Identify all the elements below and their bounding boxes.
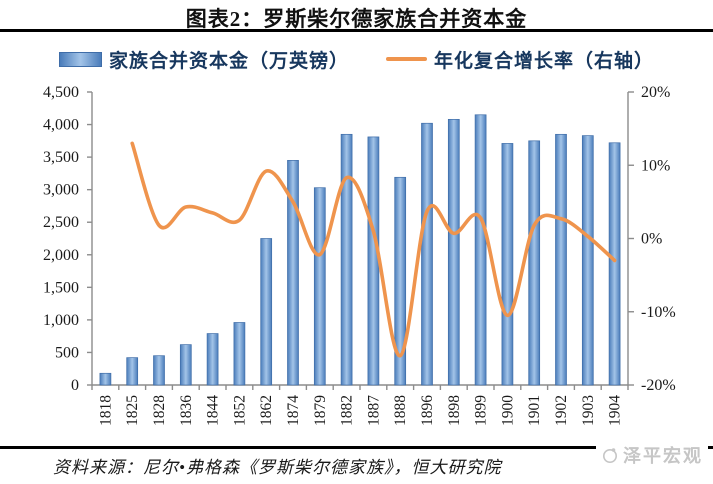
footer-divider [0, 446, 713, 449]
left-axis-tick-label: 1,500 [43, 279, 79, 296]
x-axis-category-label: 1874 [285, 395, 302, 426]
left-axis-tick-label: 4,500 [43, 85, 79, 101]
capital-bar [501, 143, 514, 386]
capital-bar [206, 333, 219, 386]
capital-bar [447, 118, 460, 386]
capital-bar [233, 322, 246, 386]
left-axis-tick-label: 500 [55, 344, 79, 361]
left-axis-tick-label: 0 [71, 377, 79, 394]
capital-bar [555, 133, 567, 386]
legend: 家族合并资本金（万英镑） 年化复合增长率（右轴） [0, 44, 713, 74]
x-axis-category-label: 1825 [124, 395, 141, 426]
capital-bar [126, 357, 139, 386]
x-axis-category-label: 1902 [553, 395, 570, 426]
x-axis-category-label: 1844 [205, 395, 222, 426]
line-series-swatch [386, 57, 427, 61]
combo-chart: 0 500 1,000 1,500 2,000 2,500 3,000 3,500 4,000 4… [43, 85, 676, 426]
legend-item-capital: 家族合并资本金（万英镑） [58, 46, 349, 73]
right-axis-tick-label: 0% [641, 231, 662, 248]
x-axis-category-label: 1882 [339, 395, 356, 426]
capital-bar [421, 122, 433, 386]
capital-bar [474, 114, 487, 386]
chart-title: 图表2：罗斯柴尔德家族合并资本金 [185, 7, 528, 31]
watermark: 泽平宏观 [596, 440, 708, 470]
x-axis-category-label: 1828 [151, 395, 168, 426]
capital-bar [340, 133, 353, 386]
growth-rate-line [130, 141, 617, 358]
x-axis-category-label: 1836 [178, 395, 195, 426]
line-series-label: 年化复合增长率（右轴） [434, 50, 655, 72]
capital-bar [153, 355, 165, 386]
x-axis-category-label: 1900 [499, 395, 516, 426]
right-axis-tick-label: -10% [641, 304, 676, 321]
left-axis-tick-label: 2,000 [43, 247, 79, 264]
capital-bar [99, 372, 112, 386]
source-note: 资料来源：尼尔•弗格森《罗斯柴尔德家族》，恒大研究院 [53, 458, 502, 477]
x-axis-category-label: 1818 [97, 395, 114, 426]
capital-bar [260, 238, 273, 386]
x-axis-category-label: 1898 [446, 395, 463, 426]
x-axis-category-label: 1901 [526, 395, 543, 426]
capital-bar [287, 160, 299, 386]
capital-bar [394, 176, 407, 386]
left-axis-tick-label: 1,000 [43, 312, 79, 329]
right-axis-tick-label: 20% [641, 85, 670, 101]
legend-item-growth: 年化复合增长率（右轴） [386, 46, 654, 73]
x-axis-category-label: 1903 [580, 395, 597, 426]
zeping-logo-icon [603, 448, 617, 463]
x-axis-category-label: 1879 [312, 395, 329, 426]
x-axis-category-label: 1888 [392, 395, 409, 426]
capital-bar [367, 136, 380, 386]
x-axis-category-label: 1887 [365, 395, 382, 426]
capital-bar [608, 142, 621, 386]
bar-series-swatch [58, 51, 102, 67]
bar-series-label: 家族合并资本金（万英镑） [108, 50, 349, 72]
x-axis-category-label: 1896 [419, 395, 436, 426]
left-axis-tick-label: 3,500 [43, 149, 79, 166]
capital-bar [528, 140, 541, 386]
left-axis-tick-label: 4,000 [43, 117, 79, 134]
x-axis-category-label: 1862 [258, 395, 275, 426]
capital-bar [313, 187, 326, 386]
right-axis-tick-label: 10% [641, 157, 670, 174]
x-axis-category-label: 1899 [473, 395, 490, 426]
right-axis-tick-label: -20% [641, 377, 676, 394]
left-axis-tick-label: 2,500 [43, 214, 79, 231]
capital-bar [179, 344, 192, 386]
x-axis-category-label: 1904 [607, 395, 624, 426]
watermark-text: 泽平宏观 [623, 446, 703, 466]
capital-bar [581, 135, 594, 386]
left-axis-tick-label: 3,000 [43, 182, 79, 199]
title-divider [0, 29, 713, 32]
x-axis-category-label: 1852 [231, 395, 248, 426]
